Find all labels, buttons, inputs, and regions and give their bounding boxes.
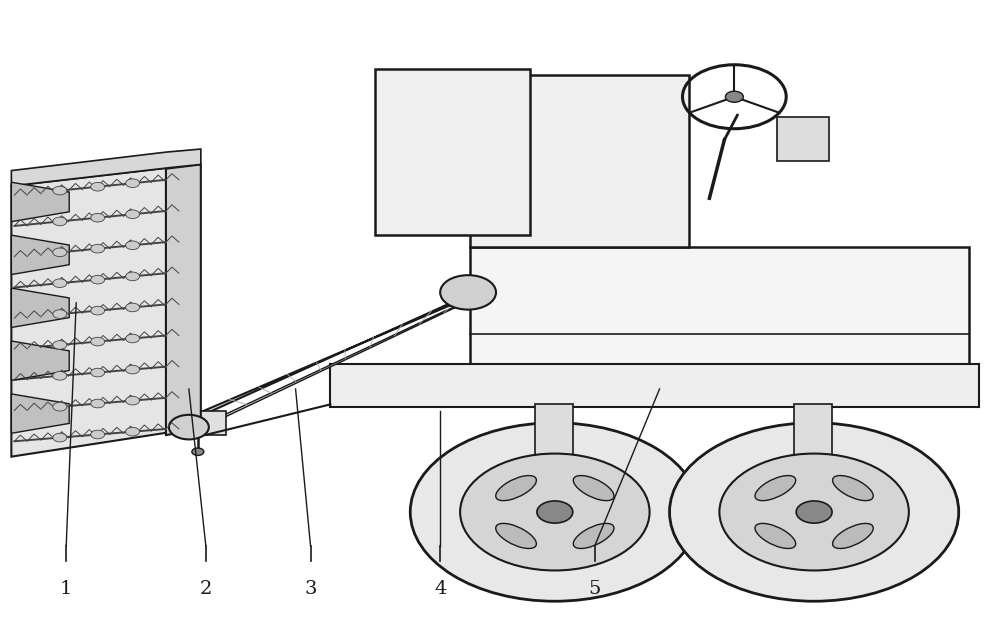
Ellipse shape bbox=[755, 523, 796, 549]
Ellipse shape bbox=[496, 523, 536, 549]
Bar bbox=[375, 69, 530, 235]
Bar bbox=[777, 117, 829, 161]
Ellipse shape bbox=[573, 523, 614, 549]
Circle shape bbox=[440, 275, 496, 310]
Ellipse shape bbox=[755, 475, 796, 501]
Circle shape bbox=[126, 272, 140, 281]
Circle shape bbox=[53, 279, 67, 287]
Circle shape bbox=[126, 303, 140, 311]
Circle shape bbox=[91, 337, 105, 346]
Circle shape bbox=[126, 365, 140, 374]
Polygon shape bbox=[11, 288, 69, 328]
Bar bbox=[330, 365, 979, 407]
Circle shape bbox=[719, 454, 909, 570]
Polygon shape bbox=[11, 182, 69, 222]
Bar bbox=[535, 404, 573, 463]
Circle shape bbox=[126, 179, 140, 187]
Circle shape bbox=[126, 334, 140, 343]
Bar bbox=[794, 404, 832, 463]
Circle shape bbox=[192, 448, 204, 455]
Circle shape bbox=[53, 341, 67, 349]
Circle shape bbox=[53, 402, 67, 411]
Circle shape bbox=[460, 454, 650, 570]
Circle shape bbox=[169, 415, 209, 439]
Circle shape bbox=[53, 217, 67, 226]
Polygon shape bbox=[11, 235, 69, 274]
Circle shape bbox=[53, 371, 67, 380]
Ellipse shape bbox=[496, 475, 536, 501]
Circle shape bbox=[725, 91, 743, 103]
Circle shape bbox=[91, 307, 105, 315]
Bar bbox=[470, 75, 689, 247]
Ellipse shape bbox=[833, 475, 873, 501]
Circle shape bbox=[91, 244, 105, 253]
Bar bbox=[470, 247, 969, 383]
Polygon shape bbox=[166, 164, 201, 435]
Bar bbox=[184, 410, 226, 435]
Circle shape bbox=[126, 210, 140, 219]
Circle shape bbox=[53, 186, 67, 195]
Circle shape bbox=[91, 399, 105, 408]
Circle shape bbox=[53, 248, 67, 256]
Circle shape bbox=[91, 430, 105, 439]
Circle shape bbox=[126, 396, 140, 405]
Circle shape bbox=[91, 182, 105, 191]
Polygon shape bbox=[11, 394, 69, 433]
Circle shape bbox=[53, 433, 67, 442]
Circle shape bbox=[410, 423, 699, 601]
Circle shape bbox=[53, 310, 67, 318]
Circle shape bbox=[126, 241, 140, 250]
Circle shape bbox=[91, 213, 105, 222]
Ellipse shape bbox=[833, 523, 873, 549]
Circle shape bbox=[126, 428, 140, 436]
Polygon shape bbox=[11, 167, 171, 457]
Text: 2: 2 bbox=[200, 580, 212, 598]
Polygon shape bbox=[11, 149, 201, 186]
Text: 3: 3 bbox=[304, 580, 317, 598]
Circle shape bbox=[670, 423, 959, 601]
Polygon shape bbox=[201, 303, 465, 426]
Text: 4: 4 bbox=[434, 580, 446, 598]
Circle shape bbox=[796, 501, 832, 523]
Circle shape bbox=[537, 501, 573, 523]
Text: 1: 1 bbox=[60, 580, 72, 598]
Circle shape bbox=[91, 368, 105, 377]
Polygon shape bbox=[11, 341, 69, 380]
Circle shape bbox=[91, 276, 105, 284]
Text: 5: 5 bbox=[589, 580, 601, 598]
Polygon shape bbox=[176, 287, 485, 423]
Ellipse shape bbox=[573, 475, 614, 501]
